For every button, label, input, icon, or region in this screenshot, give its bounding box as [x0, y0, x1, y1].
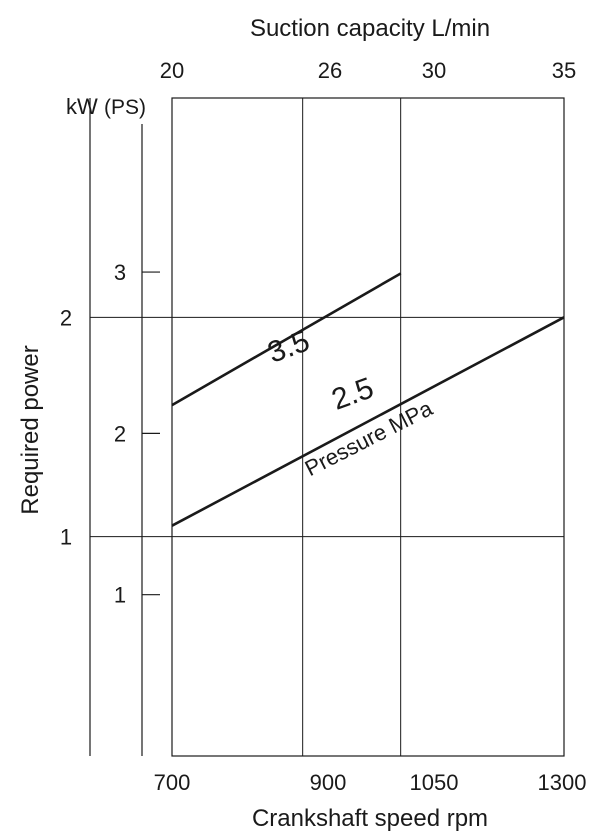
top-axis-title: Suction capacity L/min — [250, 15, 490, 42]
series-label-3-5: 3.5 — [264, 324, 314, 369]
ps-tick-label: 1 — [114, 583, 126, 608]
plot-frame — [171, 97, 565, 757]
x-axis-title: Crankshaft speed rpm — [252, 805, 488, 832]
top-tick-label: 20 — [160, 58, 184, 83]
x-tick-label: 1050 — [410, 770, 459, 795]
y-ticks: 1 2 1 2 3 — [60, 260, 160, 608]
x-tick-label: 900 — [310, 770, 347, 795]
plot-border — [171, 97, 565, 757]
top-tick-label: 30 — [422, 58, 446, 83]
ps-unit-label: (PS) — [104, 96, 146, 119]
series-line-2-5 — [171, 316, 565, 527]
top-tick-label: 35 — [552, 58, 576, 83]
ps-tick-label: 2 — [114, 421, 126, 446]
kw-unit-label: kW — [66, 94, 98, 119]
x-tick-label: 1300 — [538, 770, 587, 795]
series-layer — [171, 272, 565, 527]
top-tick-label: 26 — [318, 58, 342, 83]
grid — [90, 98, 564, 756]
kw-tick-label: 2 — [60, 305, 72, 330]
y-axis-title: Required power — [17, 345, 44, 514]
kw-tick-label: 1 — [60, 525, 72, 550]
ps-tick-label: 3 — [114, 260, 126, 285]
series-label-2-5: 2.5 — [328, 371, 378, 416]
series-line-3-5 — [171, 272, 402, 407]
x-tick-label: 700 — [154, 770, 191, 795]
pressure-annotation: Pressure MPa — [301, 395, 437, 481]
